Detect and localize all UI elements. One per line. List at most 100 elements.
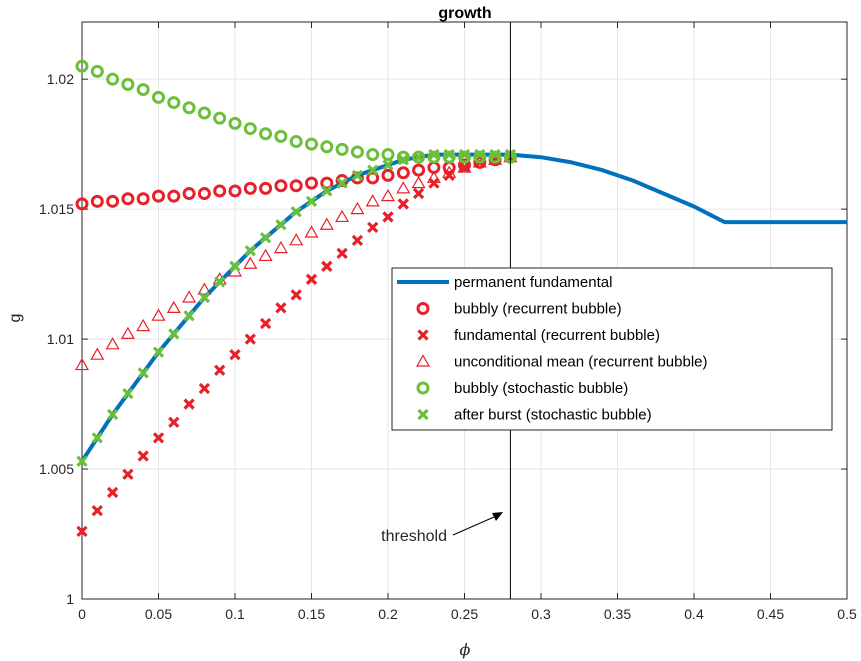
- data-point-after-burst-stochastic-bubble-stroke: [305, 195, 318, 207]
- x-axis-label: ϕ: [460, 640, 471, 659]
- legend-entry-label: fundamental (recurrent bubble): [454, 327, 660, 344]
- data-point-after-burst-stochastic-bubble-stroke: [443, 148, 455, 161]
- data-point-after-burst-stochastic-bubble-stroke: [259, 232, 272, 244]
- data-point-bubbly-stochastic-bubble: [75, 59, 89, 73]
- data-point-after-burst-stochastic-bubble-stroke: [152, 346, 165, 358]
- data-point-after-burst-stochastic-bubble-stroke: [244, 245, 256, 257]
- data-point-after-burst-stochastic-bubble: [91, 432, 103, 444]
- data-point-bubbly-recurrent-bubble: [121, 192, 135, 206]
- x-tick-label: 0.15: [298, 606, 325, 622]
- data-point-after-burst-stochastic-bubble-stroke: [91, 432, 103, 444]
- data-point-after-burst-stochastic-bubble-stroke: [367, 164, 379, 176]
- data-point-after-burst-stochastic-bubble: [183, 310, 195, 322]
- data-point-bubbly-recurrent-bubble: [396, 166, 410, 180]
- data-point-after-burst-stochastic-bubble: [305, 195, 318, 207]
- data-point-bubbly-recurrent-bubble: [75, 197, 89, 211]
- data-point-fundamental-recurrent-bubble: [168, 416, 180, 428]
- data-point-bubbly-recurrent-bubble: [274, 179, 288, 193]
- data-point-unconditional-mean-recurrent-bubble: [166, 300, 181, 314]
- data-point-fundamental-recurrent-bubble-stroke: [229, 349, 241, 361]
- data-point-after-burst-stochastic-bubble: [321, 185, 333, 197]
- y-axis-label: g: [7, 314, 24, 323]
- data-point-fundamental-recurrent-bubble: [214, 364, 226, 376]
- data-point-after-burst-stochastic-bubble-stroke: [106, 408, 119, 421]
- series-line-permanent-fundamental: [80, 152, 847, 463]
- data-point-fundamental-recurrent-bubble: [305, 273, 318, 285]
- data-point-after-burst-stochastic-bubble: [412, 151, 425, 163]
- data-point-unconditional-mean-recurrent-bubble: [457, 160, 472, 173]
- threshold-arrow-line: [452, 516, 495, 536]
- data-point-after-burst-stochastic-bubble: [397, 154, 409, 166]
- data-point-after-burst-stochastic-bubble-stroke: [489, 148, 501, 161]
- data-point-fundamental-recurrent-bubble: [198, 382, 211, 395]
- data-point-after-burst-stochastic-bubble-stroke: [137, 367, 149, 379]
- data-point-bubbly-stochastic-bubble: [488, 150, 502, 164]
- data-point-bubbly-recurrent-bubble: [228, 184, 242, 198]
- data-point-bubbly-stochastic-bubble: [289, 135, 303, 149]
- data-point-after-burst-stochastic-bubble: [489, 148, 501, 161]
- data-point-after-burst-stochastic-bubble: [367, 164, 379, 176]
- data-point-bubbly-recurrent-bubble: [182, 187, 196, 201]
- data-point-after-burst-stochastic-bubble: [351, 169, 364, 181]
- data-point-after-burst-stochastic-bubble-stroke: [397, 154, 409, 166]
- data-point-after-burst-stochastic-bubble: [458, 148, 471, 161]
- data-point-after-burst-stochastic-bubble: [336, 177, 348, 189]
- data-point-fundamental-recurrent-bubble: [351, 234, 364, 246]
- data-point-unconditional-mean-recurrent-bubble: [304, 225, 319, 238]
- legend-entry-label: unconditional mean (recurrent bubble): [454, 354, 707, 371]
- data-point-bubbly-stochastic-bubble: [396, 150, 410, 164]
- y-tick-label: 1.005: [39, 461, 74, 477]
- data-point-unconditional-mean-recurrent-bubble: [243, 256, 258, 269]
- y-tick-label: 1.01: [47, 331, 74, 347]
- data-point-after-burst-stochastic-bubble: [443, 148, 455, 161]
- threshold-annotation: threshold: [381, 528, 447, 545]
- data-point-bubbly-recurrent-bubble: [289, 179, 303, 193]
- data-point-bubbly-recurrent-bubble: [305, 176, 318, 190]
- data-point-bubbly-stochastic-bubble: [243, 122, 257, 136]
- data-point-fundamental-recurrent-bubble-stroke: [214, 364, 226, 376]
- data-point-fundamental-recurrent-bubble-stroke: [168, 416, 180, 428]
- data-point-unconditional-mean-recurrent-bubble: [365, 194, 380, 207]
- data-point-after-burst-stochastic-bubble: [106, 408, 119, 421]
- data-point-bubbly-stochastic-bubble: [381, 148, 395, 162]
- data-point-unconditional-mean-recurrent-bubble: [273, 240, 288, 254]
- data-point-bubbly-stochastic-bubble: [458, 150, 471, 164]
- data-point-unconditional-mean-recurrent-bubble: [426, 170, 441, 184]
- x-tick-label: 0.3: [531, 606, 551, 622]
- legend-swatch-marker: [416, 302, 430, 315]
- data-point-fundamental-recurrent-bubble-stroke: [259, 317, 272, 330]
- x-tick-label: 0: [78, 606, 86, 622]
- data-point-fundamental-recurrent-bubble-stroke: [152, 432, 165, 444]
- legend-swatch-marker-stroke: [417, 329, 429, 341]
- data-point-bubbly-stochastic-bubble: [90, 64, 104, 78]
- data-point-bubbly-stochastic-bubble: [366, 148, 380, 162]
- legend-swatch-marker: [416, 381, 430, 395]
- legend-swatch-marker: [415, 354, 431, 367]
- chart-title: growth: [438, 5, 491, 22]
- data-point-after-burst-stochastic-bubble: [122, 388, 134, 400]
- plot-area: 0 0.05 0.1 0.15 0.2 0.25 0.3 0.35 0.4 0.45 0.5 1 1.0…: [39, 21, 857, 622]
- data-point-bubbly-stochastic-bubble: [152, 90, 165, 104]
- data-point-bubbly-stochastic-bubble: [320, 140, 334, 154]
- data-point-after-burst-stochastic-bubble-stroke: [122, 388, 134, 400]
- data-point-fundamental-recurrent-bubble-stroke: [336, 247, 348, 259]
- data-point-bubbly-stochastic-bubble: [335, 142, 349, 156]
- x-tick-label: 0.1: [225, 606, 245, 622]
- data-point-fundamental-recurrent-bubble-stroke: [76, 525, 88, 538]
- data-point-fundamental-recurrent-bubble: [290, 289, 302, 301]
- data-point-fundamental-recurrent-bubble-stroke: [428, 177, 440, 189]
- data-point-bubbly-stochastic-bubble: [350, 145, 364, 159]
- data-point-fundamental-recurrent-bubble: [137, 450, 149, 462]
- legend-box: [391, 267, 833, 431]
- data-point-bubbly-stochastic-bubble: [305, 137, 318, 151]
- data-point-bubbly-stochastic-bubble: [182, 101, 196, 115]
- data-point-fundamental-recurrent-bubble-stroke: [351, 234, 364, 246]
- data-point-fundamental-recurrent-bubble: [336, 247, 348, 259]
- data-point-after-burst-stochastic-bubble: [214, 276, 226, 288]
- series-after-burst-stochastic-bubble: [76, 148, 517, 467]
- data-point-bubbly-recurrent-bubble: [197, 187, 211, 201]
- data-point-bubbly-stochastic-bubble: [412, 150, 426, 164]
- data-point-bubbly-recurrent-bubble: [412, 163, 426, 177]
